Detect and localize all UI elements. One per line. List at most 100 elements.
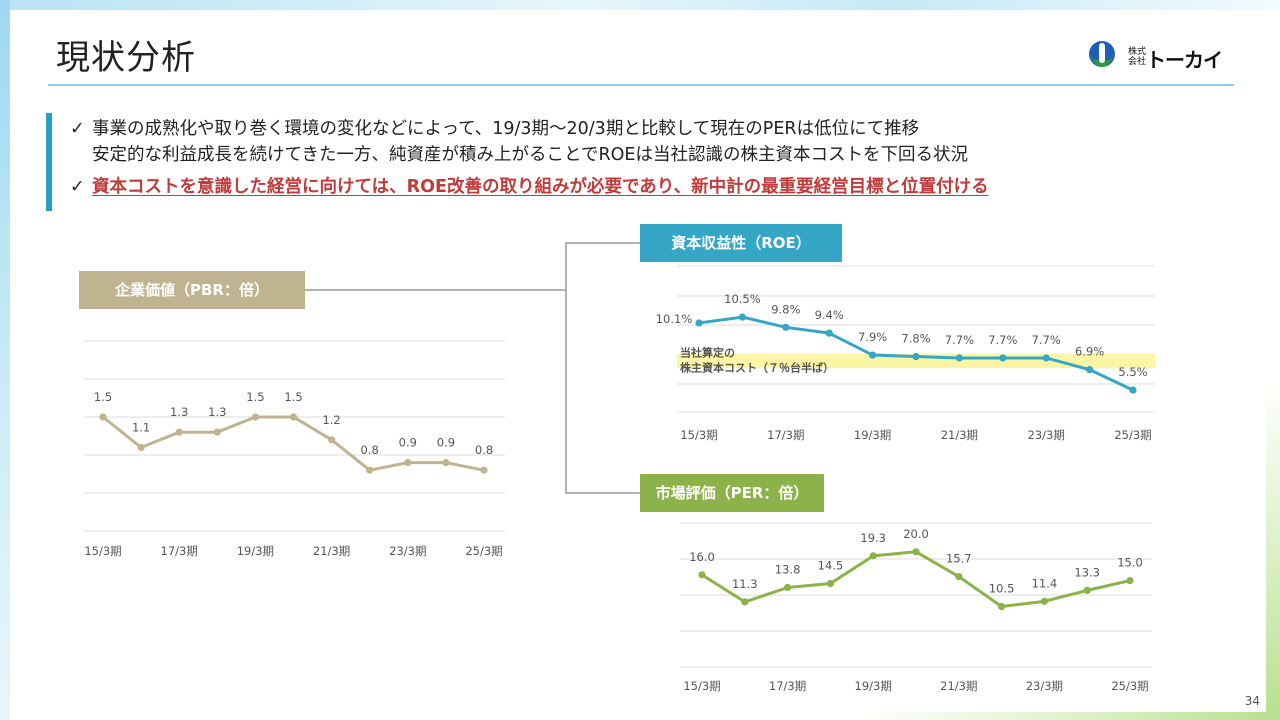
data-label: 0.9 bbox=[437, 436, 455, 450]
x-tick-label: 21/3期 bbox=[313, 544, 350, 558]
logo-small-text: 株式会社 bbox=[1128, 47, 1147, 67]
x-tick-label: 21/3期 bbox=[940, 679, 977, 693]
data-point bbox=[1086, 366, 1094, 374]
x-tick-label: 19/3期 bbox=[854, 428, 891, 442]
data-point bbox=[1040, 597, 1048, 605]
data-label: 0.8 bbox=[475, 443, 493, 457]
company-logo: 株式会社 トーカイ bbox=[1086, 40, 1226, 80]
data-label: 15.7 bbox=[946, 552, 972, 566]
bullet-line: 安定的な利益成長を続けてきた一方、純資産が積み上がることでROEは当社認識の株主… bbox=[92, 145, 968, 165]
data-label: 10.1% bbox=[656, 312, 693, 326]
data-point bbox=[366, 466, 374, 474]
data-label: 7.7% bbox=[988, 333, 1017, 347]
data-label: 0.9 bbox=[399, 436, 417, 450]
data-label: 1.3 bbox=[208, 405, 226, 419]
data-label: 13.8 bbox=[775, 563, 801, 577]
data-label: 1.1 bbox=[132, 420, 150, 434]
data-point bbox=[1126, 577, 1134, 585]
data-point bbox=[784, 583, 792, 592]
x-tick-label: 17/3期 bbox=[769, 679, 806, 693]
page-title: 現状分析 bbox=[56, 38, 196, 78]
data-point bbox=[1042, 354, 1050, 362]
data-label: 7.9% bbox=[858, 330, 887, 344]
data-label: 1.5 bbox=[246, 390, 264, 404]
series-line bbox=[701, 550, 1131, 609]
per-chart: 16.0 11.3 13.8 14.5 19.3 20.0 15.7 10.5 11.4 13.3… bbox=[680, 522, 1152, 693]
bullet-line: 資本コストを意識した経営に向けては、ROE改善の取り組みが必要であり、新中計の最… bbox=[92, 177, 989, 197]
x-tick-label: 19/3期 bbox=[855, 679, 892, 693]
data-label: 1.5 bbox=[284, 390, 302, 404]
data-point bbox=[404, 459, 412, 467]
data-label: 7.8% bbox=[901, 332, 930, 346]
page-number: 34 bbox=[1244, 694, 1260, 708]
data-point bbox=[912, 352, 920, 361]
series-line bbox=[102, 415, 485, 472]
data-point bbox=[738, 313, 747, 321]
x-tick-label: 23/3期 bbox=[1026, 679, 1063, 693]
x-tick-label: 23/3期 bbox=[1028, 428, 1065, 442]
x-tick-label: 19/3期 bbox=[237, 544, 274, 558]
data-label: 15.0 bbox=[1117, 556, 1143, 570]
data-label: 20.0 bbox=[903, 527, 929, 541]
title-divider bbox=[48, 84, 1234, 86]
data-label: 10.5 bbox=[989, 582, 1015, 596]
bottom-decoration bbox=[860, 712, 1280, 720]
bullet-item: ✓ 事業の成熟化や取り巻く環境の変化などによって、19/3期～20/3期と比較し… bbox=[70, 116, 989, 168]
data-label: 5.5% bbox=[1118, 365, 1147, 379]
data-point bbox=[175, 428, 183, 436]
x-tick-label: 15/3期 bbox=[680, 428, 717, 442]
data-label: 1.5 bbox=[94, 390, 112, 404]
data-point bbox=[1083, 586, 1091, 594]
bullet-list: ✓ 事業の成熟化や取り巻く環境の変化などによって、19/3期～20/3期と比較し… bbox=[70, 116, 989, 200]
data-point bbox=[869, 351, 877, 359]
data-label: 9.4% bbox=[815, 308, 844, 322]
data-point bbox=[1129, 386, 1137, 394]
data-point bbox=[251, 413, 259, 421]
x-tick-label: 17/3期 bbox=[161, 544, 198, 558]
x-tick-label: 15/3期 bbox=[683, 679, 720, 693]
x-tick-label: 25/3期 bbox=[465, 544, 502, 558]
right-decoration bbox=[1266, 380, 1280, 720]
data-point bbox=[826, 579, 835, 588]
x-tick-label: 25/3期 bbox=[1111, 679, 1148, 693]
x-tick-label: 23/3期 bbox=[389, 544, 426, 558]
left-decoration bbox=[0, 0, 10, 720]
check-icon: ✓ bbox=[70, 119, 85, 139]
data-point bbox=[695, 319, 703, 327]
bullet-line: 事業の成熟化や取り巻く環境の変化などによって、19/3期～20/3期と比較して現… bbox=[92, 119, 920, 139]
data-label: 1.3 bbox=[170, 405, 188, 419]
data-point bbox=[442, 459, 450, 467]
bullet-item-emphasis: ✓ 資本コストを意識した経営に向けては、ROE改善の取り組みが必要であり、新中計… bbox=[70, 174, 989, 200]
data-label: 1.2 bbox=[322, 413, 340, 427]
x-tick-label: 17/3期 bbox=[767, 428, 804, 442]
data-label: 14.5 bbox=[818, 558, 844, 572]
roe-chart-title: 資本収益性（ROE） bbox=[640, 224, 842, 262]
data-point bbox=[99, 413, 107, 421]
data-label: 11.4 bbox=[1032, 576, 1058, 590]
data-label: 19.3 bbox=[860, 531, 886, 545]
connector-lines bbox=[305, 242, 640, 494]
data-label: 9.8% bbox=[771, 302, 800, 316]
check-icon: ✓ bbox=[70, 177, 85, 197]
data-label: 6.9% bbox=[1075, 345, 1104, 359]
cost-band-label: 株主資本コスト（７％台半ば） bbox=[680, 361, 834, 375]
data-point bbox=[782, 323, 790, 331]
pbr-chart-title: 企業価値（PBR：倍） bbox=[79, 271, 305, 309]
data-label: 7.7% bbox=[945, 333, 974, 347]
data-point bbox=[698, 571, 706, 579]
data-point bbox=[480, 466, 488, 474]
data-label: 11.3 bbox=[732, 577, 758, 591]
data-point bbox=[912, 548, 920, 556]
pbr-chart: 1.5 1.1 1.3 1.3 1.5 1.5 1.2 0.8 0.9 0.9 0.8 15/3期 17… bbox=[84, 340, 505, 558]
data-point bbox=[999, 354, 1007, 362]
bullet-accent-bar bbox=[46, 113, 52, 211]
logo-mark-icon bbox=[1089, 41, 1115, 67]
x-tick-label: 21/3期 bbox=[941, 428, 978, 442]
cost-band-label: 当社算定の bbox=[680, 346, 735, 360]
data-label: 0.8 bbox=[361, 443, 379, 457]
top-decoration bbox=[0, 0, 1280, 10]
data-point bbox=[869, 552, 877, 560]
data-point bbox=[328, 436, 336, 444]
